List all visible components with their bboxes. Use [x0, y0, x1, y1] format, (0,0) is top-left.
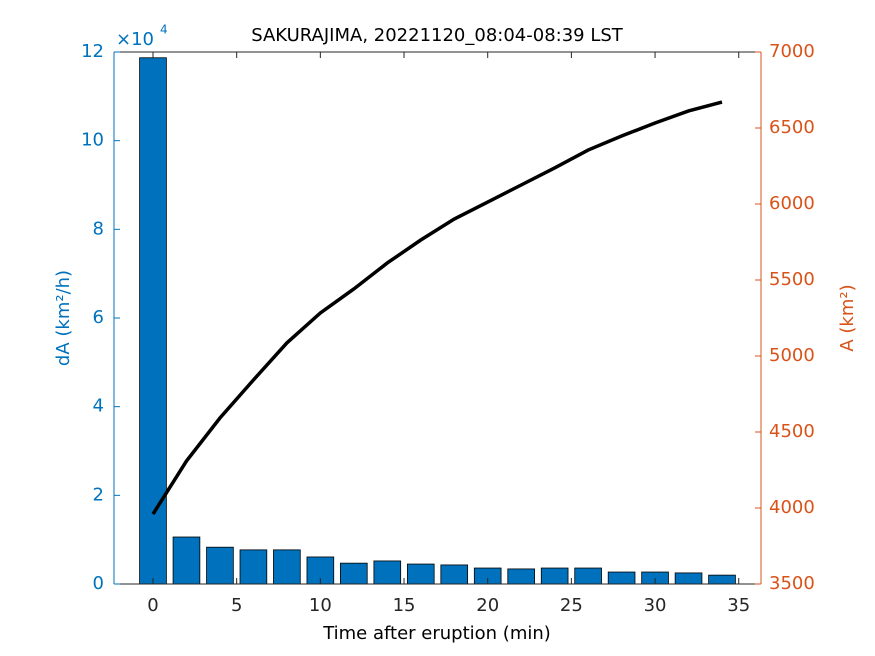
y2-axis-label: A (km²): [837, 284, 858, 351]
bar: [406, 563, 435, 585]
y2-tick-label: 5500: [769, 269, 815, 290]
bar: [708, 574, 736, 585]
bar: [440, 564, 469, 585]
bar: [674, 572, 703, 585]
bar: [574, 567, 602, 585]
x-axis-label: Time after eruption (min): [322, 623, 551, 644]
bar: [340, 562, 368, 585]
y-tick-label: 4: [93, 396, 104, 417]
y-tick-label: 6: [93, 307, 104, 328]
x-tick-label: 35: [727, 595, 750, 616]
x-tick-label: 30: [644, 595, 667, 616]
x-tick-label: 0: [147, 595, 158, 616]
y2-tick-label: 7000: [769, 41, 815, 62]
y2-tick-label: 4000: [769, 497, 815, 518]
bar: [540, 567, 569, 585]
chart-title: SAKURAJIMA, 20221120_08:04-08:39 LST: [251, 25, 624, 46]
line: [151, 100, 723, 516]
y2-tick-label: 5000: [769, 345, 815, 366]
y-exponent-base: ×10: [116, 29, 154, 50]
bar: [206, 546, 234, 585]
y-tick-label: 8: [93, 218, 104, 239]
bar: [172, 536, 201, 585]
bar: [373, 560, 402, 585]
bar: [507, 568, 535, 585]
y-axis-label: dA (km²/h): [53, 270, 74, 366]
y-exponent: 4: [160, 23, 168, 37]
y-tick-label: 2: [93, 484, 104, 505]
bar: [273, 549, 301, 585]
x-tick-label: 5: [231, 595, 242, 616]
y-tick-label: 12: [81, 41, 104, 62]
y2-tick-label: 6500: [769, 117, 815, 138]
x-tick-label: 15: [393, 595, 416, 616]
y-tick-label: 10: [81, 130, 104, 151]
y2-tick-label: 4500: [769, 421, 815, 442]
y2-tick-label: 6000: [769, 193, 815, 214]
bar: [607, 571, 636, 585]
x-tick-label: 10: [309, 595, 332, 616]
y-tick-label: 0: [93, 573, 104, 594]
bar: [139, 57, 167, 585]
x-tick-label: 25: [560, 595, 583, 616]
y2-tick-label: 3500: [769, 573, 815, 594]
bar: [239, 549, 268, 585]
x-tick-label: 20: [476, 595, 499, 616]
